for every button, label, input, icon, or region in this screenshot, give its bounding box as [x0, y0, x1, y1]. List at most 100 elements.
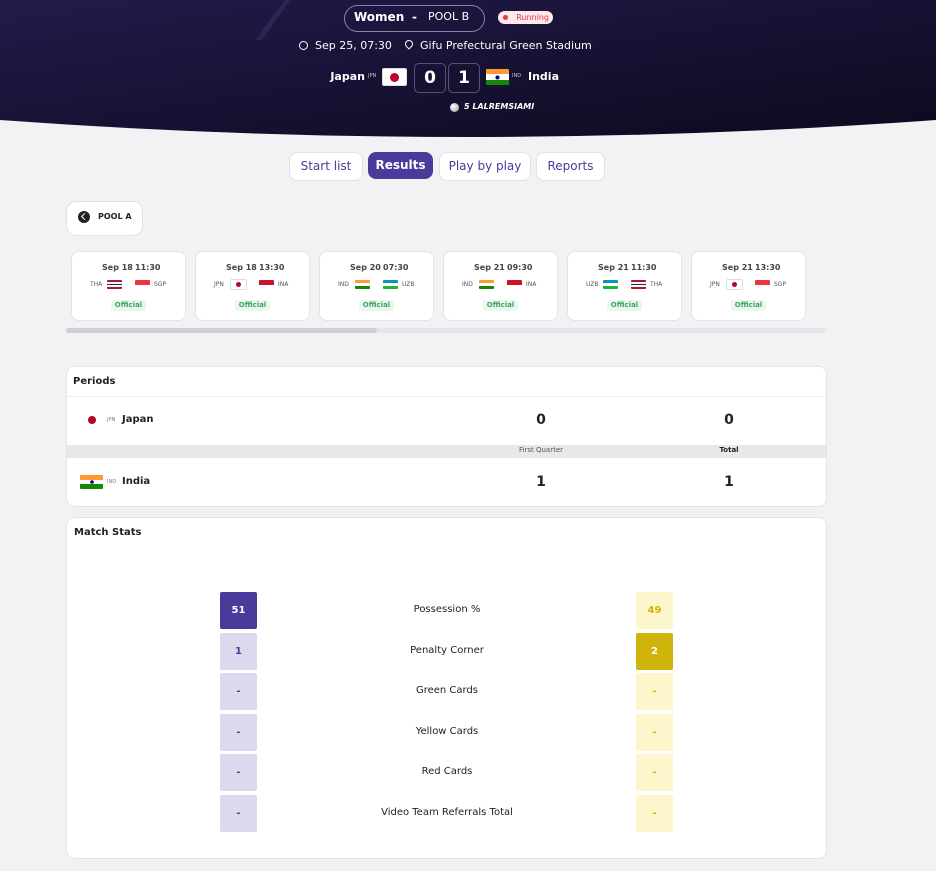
home-score: 0 [414, 63, 446, 93]
flag [486, 69, 509, 85]
away-code: SGP [154, 281, 167, 288]
home-code: JPN [214, 281, 224, 288]
scorer: 5 LALREMSIAMI [464, 102, 535, 111]
tab[interactable]: Play by play [439, 152, 531, 181]
flag [135, 280, 150, 289]
away-stat: 49 [636, 592, 673, 629]
home-code: IND [338, 281, 349, 288]
venue: Gifu Prefectural Green Stadium [420, 39, 592, 52]
stats-title: Match Stats [74, 527, 142, 538]
away-code: INA [278, 281, 289, 288]
match-status: Official [731, 300, 766, 311]
match-time: 09:30 [507, 263, 533, 272]
flag [507, 280, 522, 289]
match-time: 11:30 [135, 263, 161, 272]
stat-label: Possession % [413, 604, 481, 615]
match-status: Official [111, 300, 146, 311]
home-code: UZB [586, 281, 599, 288]
periods-card: Periods First Quarter Total JPN Japan 0 0 IND In… [66, 366, 827, 507]
divider [67, 396, 826, 397]
stat-label: Penalty Corner [410, 644, 484, 656]
stats-card: Match Stats 51 Possession % 49 1 Penalty Corn… [66, 517, 827, 859]
match-date: Sep 21 [474, 263, 505, 272]
home-name: Japan [330, 70, 365, 83]
home-code: IND [462, 281, 473, 288]
home-code: JPN [368, 73, 377, 79]
away-stat: - [636, 754, 673, 792]
away-code: SGP [774, 281, 787, 288]
match-status: Official [235, 300, 270, 311]
match-status: Official [359, 300, 394, 311]
tab[interactable]: Results [368, 152, 433, 179]
match-date: Sep 18 [226, 263, 257, 272]
match-time: 13:30 [259, 263, 285, 272]
periods-title: Periods [73, 376, 116, 387]
scroll-thumb [66, 328, 377, 333]
separator: - [412, 10, 417, 24]
flag [383, 69, 406, 85]
flag [383, 280, 398, 289]
team-code: IND [107, 479, 117, 485]
away-code: THA [650, 281, 663, 288]
home-stat: - [220, 713, 257, 751]
away-stat: - [636, 795, 673, 832]
gender: Women [354, 10, 405, 24]
home-stat: - [220, 754, 257, 792]
match-date: Sep 21 [598, 263, 629, 272]
pool: POOL B [428, 10, 470, 23]
match-date: Sep 18 [102, 263, 133, 272]
match-strip: Sep 18 11:30 THA SGP Official Sep 18 13:30 JPN I… [66, 245, 826, 327]
match-card[interactable]: Sep 18 13:30 JPN INA Official [195, 251, 310, 321]
match-time: 11:30 [631, 263, 657, 272]
away-stat: - [636, 673, 673, 711]
flag [231, 280, 246, 289]
match-time: 07:30 [383, 263, 409, 272]
tab[interactable]: Start list [289, 152, 363, 181]
stat-label: Green Cards [415, 685, 479, 697]
period-value: 1 [724, 474, 734, 490]
flag [88, 416, 96, 424]
match-card[interactable]: Sep 21 13:30 JPN SGP Official [691, 251, 806, 321]
flag [603, 280, 618, 289]
home-code: THA [90, 281, 103, 288]
match-status: Official [483, 300, 518, 311]
flag [80, 475, 103, 489]
match-card[interactable]: Sep 18 11:30 THA SGP Official [71, 251, 186, 321]
scroll-track [66, 328, 826, 333]
away-stat: 2 [636, 632, 673, 670]
team-name: Japan [122, 414, 154, 425]
flag [355, 280, 370, 289]
column-header: First Quarter [519, 446, 563, 454]
match-card[interactable]: Sep 21 11:30 UZB THA Official [567, 251, 682, 321]
match-card[interactable]: Sep 20 07:30 IND UZB Official [319, 251, 434, 321]
away-code: UZB [402, 281, 415, 288]
flag [259, 280, 274, 289]
match-status: Official [607, 300, 642, 311]
flag [479, 280, 494, 289]
home-stat: - [220, 795, 257, 832]
home-stat: - [220, 673, 257, 711]
away-name: India [528, 70, 559, 83]
stat-label: Video Team Referrals Total [381, 807, 513, 818]
match-date: Sep 20 [350, 263, 381, 272]
home-code: JPN [710, 281, 720, 288]
match-date: Sep 21 [722, 263, 753, 272]
home-stat: 1 [220, 632, 257, 670]
period-value: 0 [536, 412, 546, 428]
stat-label: Red Cards [421, 766, 473, 778]
away-code: IND [512, 73, 522, 79]
tab[interactable]: Reports [536, 152, 605, 181]
period-value: 1 [536, 474, 546, 490]
flag [107, 280, 122, 289]
status-dot [503, 15, 508, 20]
header-background [0, 0, 936, 137]
pool-pill [344, 5, 485, 32]
clock-icon [299, 41, 308, 50]
status-badge: Running [498, 11, 553, 24]
team-code: JPN [107, 417, 116, 423]
match-card[interactable]: Sep 21 09:30 IND INA Official [443, 251, 558, 321]
ball-icon [450, 103, 459, 112]
column-band [67, 445, 826, 458]
